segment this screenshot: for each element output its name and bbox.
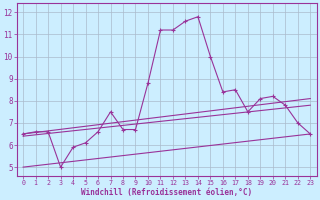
X-axis label: Windchill (Refroidissement éolien,°C): Windchill (Refroidissement éolien,°C)	[81, 188, 252, 197]
